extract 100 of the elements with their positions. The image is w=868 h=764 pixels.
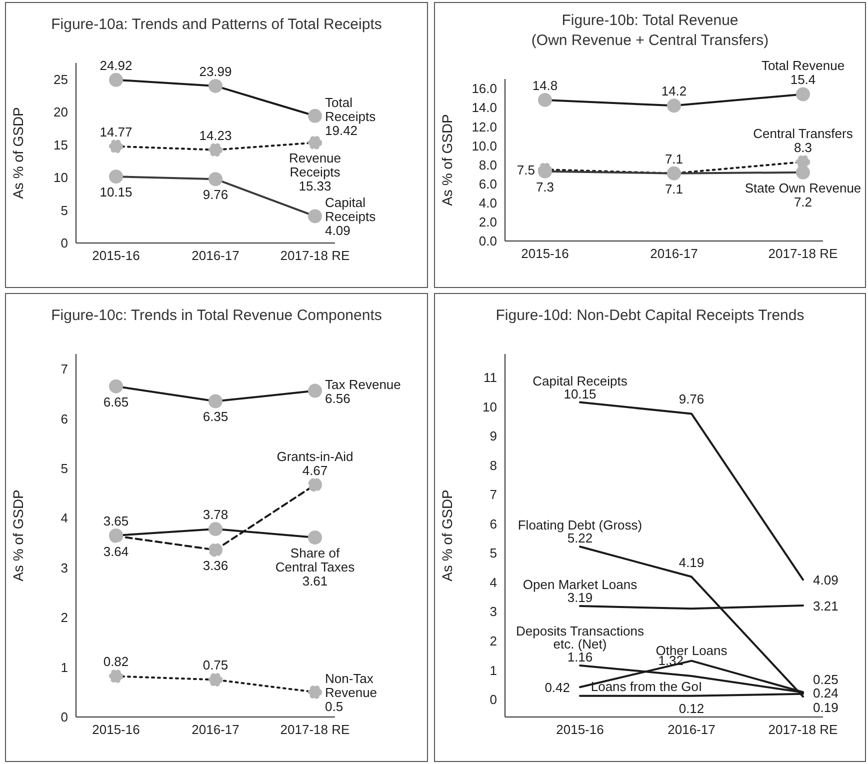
chart-title: Figure-10a: Trends and Patterns of Total Receipts (50, 15, 383, 35)
series-label: Deposits Transactions etc. (Net) (516, 623, 644, 652)
x-tick-label: 2015-16 (556, 722, 604, 738)
chart-subtitle: (Own Revenue + Central Transfers) (530, 31, 770, 51)
y-tick-label: 9 (490, 428, 497, 444)
data-label: 14.77 (100, 124, 132, 140)
data-label: 24.92 (100, 58, 132, 73)
chart-title: Figure-10c: Trends in Total Revenue Components (50, 306, 383, 326)
data-label: 3.19 (567, 590, 593, 606)
y-tick-label: 10.0 (472, 138, 497, 154)
series-label: Grants-in-Aid (276, 448, 354, 464)
data-label: 3.64 (103, 544, 129, 559)
data-label: 4.67 (302, 462, 328, 478)
data-label: 0.75 (202, 658, 228, 673)
data-label: 0.12 (678, 700, 704, 716)
data-label: 9.76 (202, 187, 228, 202)
x-tick-label: 2016-17 (192, 722, 240, 738)
x-tick-label: 2015-16 (92, 722, 140, 738)
data-label: 0.42 (544, 680, 570, 696)
y-tick-label: 1 (60, 660, 68, 675)
y-tick-label: 3 (60, 560, 68, 576)
y-tick-label: 6 (490, 516, 497, 532)
y-tick-label: 6.0 (478, 176, 497, 192)
x-tick-label: 2016-17 (650, 246, 698, 262)
data-label: 7.3 (536, 179, 554, 194)
data-label: 6.35 (202, 409, 228, 424)
data-label: 7.1 (664, 151, 684, 166)
data-label: 14.23 (199, 128, 232, 143)
y-tick-label: 25 (54, 72, 68, 87)
series-label: Loans from the GoI (590, 678, 702, 694)
data-label: 0.82 (103, 654, 129, 670)
data-label: 4.19 (678, 554, 704, 570)
y-tick-label: 7 (60, 362, 68, 377)
y-tick-label: 3 (490, 604, 497, 620)
x-tick-label: 2017-18 RE (280, 722, 350, 738)
x-tick-label: 2017-18 RE (768, 246, 838, 262)
y-tick-label: 5 (490, 546, 497, 561)
data-label: 3.65 (103, 514, 129, 528)
chart-title: Figure-10d: Non-Debt Capital Receipts Trends (494, 306, 806, 326)
series-label: Capital Receipts (325, 195, 376, 224)
x-tick-label: 2017-18 RE (768, 722, 838, 738)
y-tick-label: 15 (54, 137, 68, 152)
data-label: 7.1 (664, 181, 684, 196)
data-label: 15.33 (298, 178, 332, 194)
y-tick-label: 10 (482, 399, 497, 414)
series-label: Open Market Loans (522, 577, 638, 592)
y-tick-label: 2 (60, 610, 68, 626)
data-label: 4.09 (325, 223, 350, 238)
data-label: 0.5 (325, 699, 344, 714)
series-label: Tax Revenue (325, 376, 401, 392)
data-label: 0.25 (813, 672, 838, 688)
x-tick-label: 2017-18 RE (280, 248, 350, 264)
y-tick-label: 0 (490, 692, 497, 708)
y-tick-label: 16.0 (472, 81, 497, 96)
y-tick-label: 5 (60, 202, 68, 218)
y-axis-title: As % of GSDP (438, 114, 455, 206)
y-tick-label: 6 (60, 411, 68, 426)
y-tick-label: 4 (490, 574, 497, 590)
y-tick-label: 12.0 (472, 119, 497, 134)
data-label: 6.56 (325, 390, 350, 406)
chart-title: Figure-10b: Total Revenue (560, 11, 740, 31)
x-tick-label: 2015-16 (521, 246, 569, 262)
y-tick-label: 0.0 (478, 234, 497, 249)
series-label: Floating Debt (Gross) (518, 518, 642, 533)
series-label: Total Receipts (325, 94, 376, 124)
data-label: 4.09 (813, 572, 838, 588)
y-tick-label: 8 (490, 458, 497, 473)
data-label: 7.2 (794, 194, 812, 210)
data-label: 3.78 (202, 507, 228, 522)
y-tick-label: 0 (60, 710, 68, 725)
x-tick-label: 2015-16 (92, 248, 140, 264)
data-label: 15.4 (790, 72, 816, 88)
data-label: 10.15 (100, 184, 132, 200)
series-label: Non-Tax Revenue (325, 671, 378, 700)
y-tick-label: 5 (60, 460, 68, 476)
data-label: 10.15 (564, 386, 596, 402)
series-label: State Own Revenue (744, 180, 862, 196)
y-tick-label: 1 (490, 662, 497, 678)
y-tick-label: 8.0 (478, 157, 497, 172)
y-tick-label: 20 (54, 104, 68, 120)
series-label: Total Revenue (761, 58, 845, 74)
data-label: 5.22 (567, 530, 593, 546)
data-label: 3.61 (302, 573, 328, 588)
x-tick-label: 2016-17 (668, 722, 716, 738)
data-label: 8.3 (794, 140, 812, 155)
data-label: 23.99 (199, 64, 232, 79)
y-tick-label: 4 (60, 510, 68, 526)
data-label: 9.76 (678, 392, 704, 407)
data-label: 3.36 (202, 558, 228, 573)
y-axis-title: As % of GSDP (438, 490, 455, 582)
y-tick-label: 0 (60, 236, 68, 251)
y-tick-label: 4.0 (478, 195, 497, 210)
y-tick-label: 7 (490, 487, 497, 502)
data-label: 14.2 (661, 84, 687, 99)
series-label: Central Transfers (753, 126, 854, 141)
y-tick-label: 2 (490, 634, 497, 648)
y-tick-label: 14.0 (472, 100, 497, 116)
x-tick-label: 2016-17 (192, 248, 240, 264)
y-axis-title: As % of GSDP (10, 107, 26, 199)
data-label: 0.19 (813, 700, 838, 715)
